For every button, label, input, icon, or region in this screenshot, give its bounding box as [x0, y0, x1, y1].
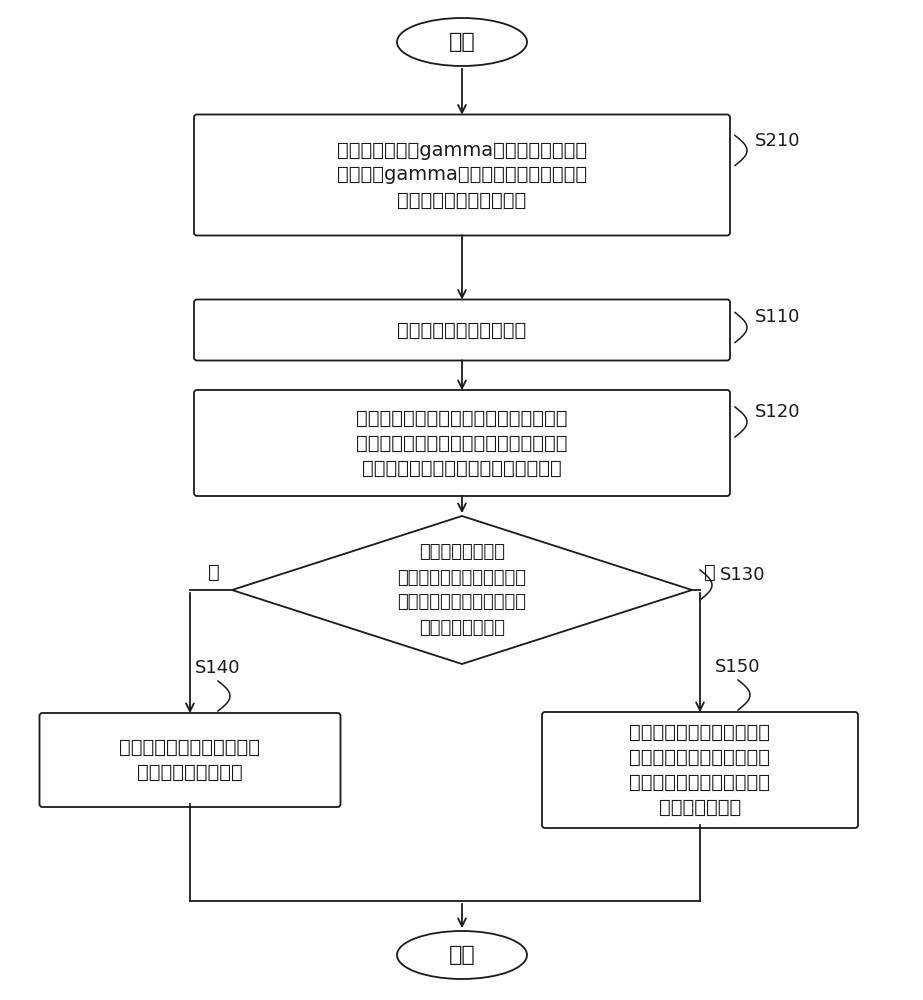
Text: 否: 否: [209, 563, 220, 582]
Text: 将调整后的第一显示区域光
学补偿参数写入显示面板中
和第一显示区域光学补偿功
能对应的寄存器: 将调整后的第一显示区域光 学补偿参数写入显示面板中 和第一显示区域光学补偿功 能…: [629, 723, 771, 817]
Text: S210: S210: [755, 131, 800, 149]
FancyBboxPatch shape: [542, 712, 858, 828]
FancyBboxPatch shape: [40, 713, 341, 807]
Text: 结束: 结束: [449, 945, 475, 965]
Text: S110: S110: [755, 308, 800, 326]
Text: 对显示面板进行gamma参数调整，并根据
调整后的gamma参数确定第一显示区域光
学数据补偿参数的初始值: 对显示面板进行gamma参数调整，并根据 调整后的gamma参数确定第一显示区域…: [337, 140, 587, 210]
Text: 获取显示面板的光学数据: 获取显示面板的光学数据: [398, 320, 527, 340]
Text: 调整显示面板的第一显示区
域光学数据补偿参数: 调整显示面板的第一显示区 域光学数据补偿参数: [119, 738, 260, 782]
Text: 计算第一光学数据
和第二光学数据的光学数据
差异，并判断光学数据差异
是否在设定范围内: 计算第一光学数据 和第二光学数据的光学数据 差异，并判断光学数据差异 是否在设定…: [398, 544, 526, 637]
FancyBboxPatch shape: [194, 114, 730, 235]
Text: 获取显示从显示面板的光学数据中确定第
一显示区对应的第一光学数据和第二显示
区对应的第二光学数据面板的光学数据: 获取显示从显示面板的光学数据中确定第 一显示区对应的第一光学数据和第二显示 区对…: [356, 408, 568, 478]
Text: S120: S120: [755, 403, 800, 421]
Ellipse shape: [397, 18, 527, 66]
Text: S140: S140: [195, 659, 241, 677]
Text: 是: 是: [704, 563, 715, 582]
Polygon shape: [232, 516, 692, 664]
Text: S150: S150: [715, 658, 761, 676]
Text: S130: S130: [720, 566, 765, 584]
Ellipse shape: [397, 931, 527, 979]
FancyBboxPatch shape: [194, 390, 730, 496]
Text: 开始: 开始: [449, 32, 475, 52]
FancyBboxPatch shape: [194, 300, 730, 360]
